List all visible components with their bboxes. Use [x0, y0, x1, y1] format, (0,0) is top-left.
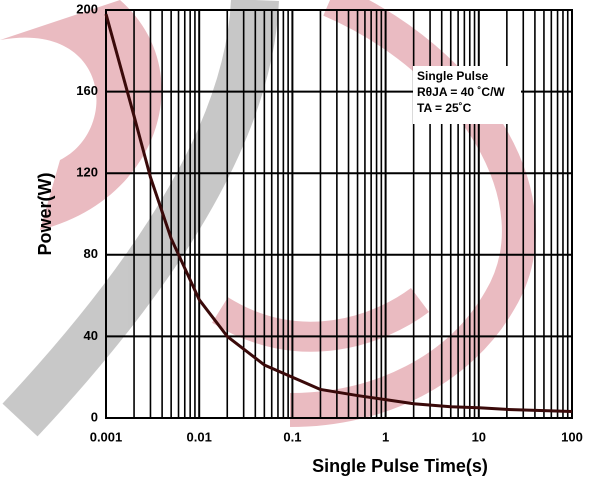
annotation: TA = 25˚C: [417, 101, 472, 115]
x-axis-title: Single Pulse Time(s): [312, 456, 488, 476]
x-tick-label: 0.1: [283, 429, 301, 444]
x-tick-label: 100: [561, 429, 583, 444]
x-tick-label: 0.01: [187, 429, 212, 444]
data-line: [104, 13, 573, 413]
annotation-box: [413, 66, 521, 124]
y-tick-label: 80: [84, 246, 98, 261]
x-tick-label: 0.001: [90, 429, 123, 444]
y-tick-label: 0: [91, 409, 98, 424]
x-tick-label: 1: [382, 429, 389, 444]
y-tick-label: 200: [76, 1, 98, 16]
y-tick-label: 160: [76, 83, 98, 98]
y-axis-title: Power(W): [35, 172, 55, 255]
annotation: Single Pulse: [417, 69, 489, 83]
annotation: RθJA = 40 ˚C/W: [417, 85, 505, 99]
plot-frame: [105, 9, 573, 419]
y-tick-label: 40: [84, 328, 98, 343]
y-tick-label: 120: [76, 165, 98, 180]
x-tick-label: 10: [472, 429, 486, 444]
